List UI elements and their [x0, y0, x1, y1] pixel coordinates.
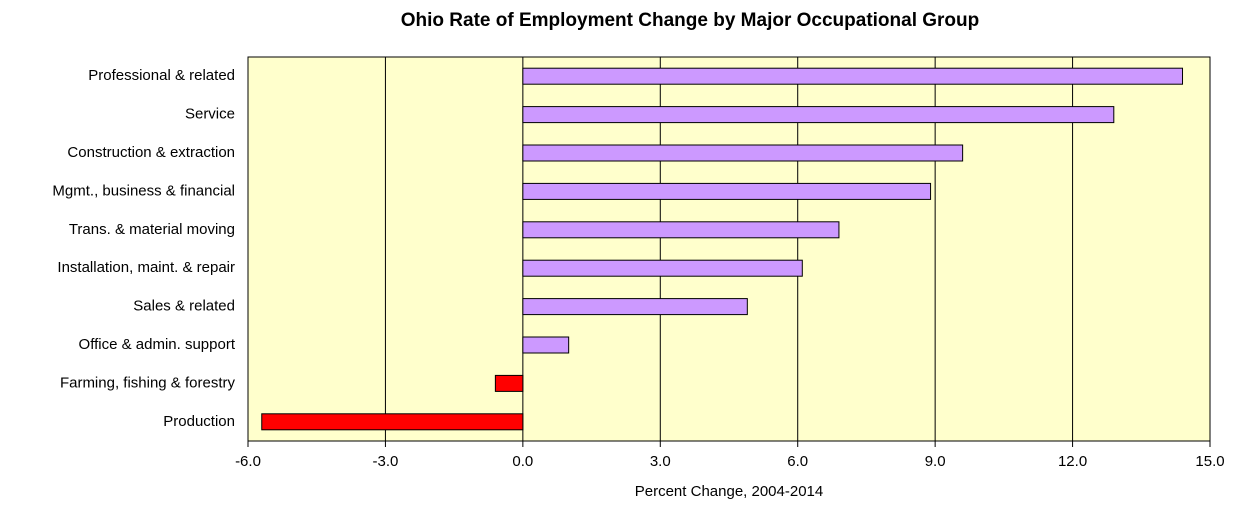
y-tick-label: Mgmt., business & financial	[52, 182, 235, 199]
bar	[522, 67, 1184, 85]
y-tick-label: Farming, fishing & forestry	[60, 374, 236, 391]
bar	[494, 374, 524, 392]
x-tick-label: -6.0	[235, 453, 261, 470]
bar	[261, 413, 524, 431]
bar	[522, 336, 570, 354]
x-axis-label: Percent Change, 2004-2014	[635, 483, 823, 500]
y-tick-label: Professional & related	[88, 67, 235, 84]
x-tick-label: 12.0	[1058, 453, 1087, 470]
x-tick-label: 9.0	[925, 453, 946, 470]
x-tick-label: 0.0	[512, 453, 533, 470]
x-tick-label: 15.0	[1195, 453, 1224, 470]
x-tick-label: -3.0	[372, 453, 398, 470]
bar	[522, 259, 803, 277]
y-tick-label: Production	[163, 413, 235, 430]
x-tick-label: 6.0	[787, 453, 808, 470]
bar	[522, 144, 964, 162]
y-tick-label: Sales & related	[133, 298, 235, 315]
bar	[522, 106, 1115, 124]
x-tick-label: 3.0	[650, 453, 671, 470]
chart-title: Ohio Rate of Employment Change by Major …	[401, 10, 980, 31]
bar	[522, 298, 748, 316]
y-tick-label: Construction & extraction	[67, 144, 235, 161]
bar	[522, 221, 840, 239]
y-tick-label: Installation, maint. & repair	[57, 259, 235, 276]
bar	[522, 182, 932, 200]
y-tick-label: Service	[185, 106, 235, 123]
y-tick-label: Trans. & material moving	[69, 221, 235, 238]
y-tick-label: Office & admin. support	[79, 336, 236, 353]
